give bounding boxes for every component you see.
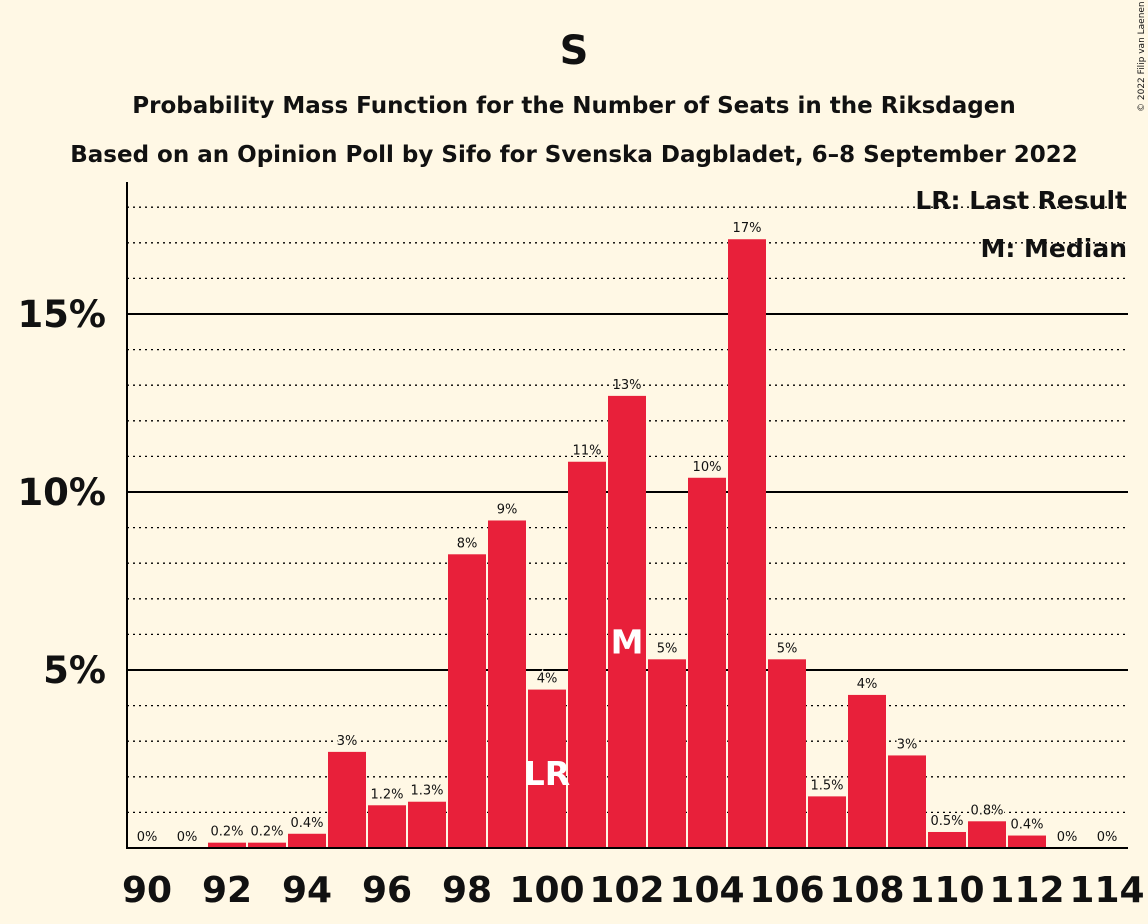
bar-markers: LR M <box>524 623 644 794</box>
bar-112 <box>1008 835 1046 848</box>
bar-108 <box>848 694 886 848</box>
value-label-112: 0.4% <box>1010 818 1043 833</box>
y-tick-5: 5% <box>43 649 106 692</box>
bar-103 <box>648 659 686 848</box>
value-label-101: 11% <box>573 444 602 459</box>
bar-107 <box>808 796 846 848</box>
value-label-103: 5% <box>657 641 678 656</box>
legend-median: M: Median <box>980 234 1127 263</box>
x-tick-92: 92 <box>202 870 252 911</box>
bar-95 <box>328 751 366 848</box>
grid-lines <box>127 206 1128 814</box>
value-labels: 0% 0% 0.2% 0.2% 0.4% 3% 1.2% 1.3% 8% 9% 4% 11% 13% 5%… <box>135 220 1119 847</box>
value-label-90: 0% <box>137 830 158 845</box>
last-result-marker: LR <box>524 754 570 793</box>
value-label-99: 9% <box>497 502 518 517</box>
x-tick-100: 100 <box>509 870 584 911</box>
x-tick-98: 98 <box>442 870 492 911</box>
value-label-94: 0.4% <box>290 816 323 831</box>
bar-97 <box>408 801 446 848</box>
bar-105 <box>728 239 766 849</box>
bar-109 <box>888 755 926 848</box>
value-label-105: 17% <box>733 221 762 236</box>
bar-96 <box>368 805 406 848</box>
bar-104 <box>688 477 726 848</box>
bar-98 <box>448 554 486 848</box>
value-label-92: 0.2% <box>210 825 243 840</box>
bar-110 <box>928 831 966 848</box>
x-tick-102: 102 <box>589 870 664 911</box>
value-label-96: 1.2% <box>370 787 403 802</box>
bar-102 <box>608 395 646 848</box>
bar-101 <box>568 461 606 848</box>
x-tick-114: 114 <box>1069 870 1144 911</box>
chart-subtitle-2: Based on an Opinion Poll by Sifo for Sve… <box>70 142 1077 168</box>
y-tick-15: 15% <box>17 293 106 336</box>
median-marker: M <box>611 623 644 662</box>
value-label-113: 0% <box>1057 830 1078 845</box>
value-label-91: 0% <box>177 830 198 845</box>
value-label-107: 1.5% <box>810 778 843 793</box>
value-label-114: 0% <box>1097 830 1118 845</box>
chart-subtitle: Probability Mass Function for the Number… <box>132 93 1015 119</box>
bar-94 <box>288 833 326 848</box>
value-label-106: 5% <box>777 641 798 656</box>
x-tick-90: 90 <box>122 870 172 911</box>
value-label-100: 4% <box>537 672 558 687</box>
x-tick-112: 112 <box>989 870 1064 911</box>
bar-93 <box>248 842 286 848</box>
x-tick-96: 96 <box>362 870 412 911</box>
bar-106 <box>768 659 806 848</box>
value-label-108: 4% <box>857 677 878 692</box>
x-tick-labels: 90 92 94 96 98 100 102 104 106 108 110 112 114 <box>122 870 1145 911</box>
value-label-102: 13% <box>613 378 642 393</box>
y-tick-10: 10% <box>17 471 106 514</box>
value-label-95: 3% <box>337 734 358 749</box>
bar-100 <box>528 689 566 848</box>
legend-last-result: LR: Last Result <box>915 186 1127 215</box>
value-label-104: 10% <box>693 460 722 475</box>
x-tick-106: 106 <box>749 870 824 911</box>
bars <box>208 239 1046 849</box>
bar-92 <box>208 842 246 848</box>
y-tick-labels: 5% 10% 15% <box>17 293 106 692</box>
bar-99 <box>488 520 526 848</box>
x-tick-108: 108 <box>829 870 904 911</box>
value-label-98: 8% <box>457 536 478 551</box>
copyright-notice: © 2022 Filip van Laenen <box>1137 1 1147 112</box>
value-label-93: 0.2% <box>250 825 283 840</box>
x-tick-94: 94 <box>282 870 332 911</box>
value-label-109: 3% <box>897 737 918 752</box>
x-tick-104: 104 <box>669 870 744 911</box>
value-label-111: 0.8% <box>970 803 1003 818</box>
chart-title: S <box>560 28 589 74</box>
value-label-110: 0.5% <box>930 814 963 829</box>
x-tick-110: 110 <box>909 870 984 911</box>
bar-111 <box>968 821 1006 848</box>
value-label-97: 1.3% <box>410 784 443 799</box>
